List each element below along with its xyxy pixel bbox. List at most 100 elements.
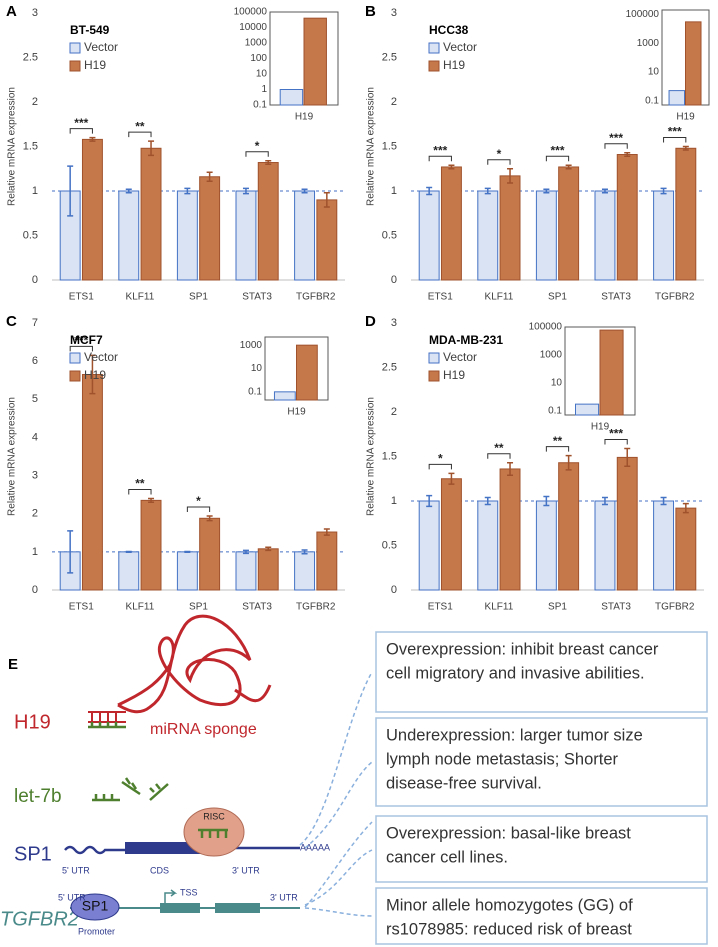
legend-swatch xyxy=(69,370,81,382)
error-bar xyxy=(265,159,272,166)
y-tick-label: 0 xyxy=(391,274,397,286)
info-text: disease-free survival. xyxy=(386,774,542,792)
error-bar xyxy=(125,188,132,194)
error-bar xyxy=(242,187,249,195)
significance-bracket xyxy=(128,488,152,495)
bar xyxy=(535,500,557,591)
info-text: Minor allele homozygotes (GG) of xyxy=(386,896,633,914)
error-bar xyxy=(301,188,308,194)
inset-x-label: H19 xyxy=(287,407,306,418)
significance-bracket xyxy=(663,137,687,143)
inset-tick-label: 10000 xyxy=(239,22,267,33)
bar xyxy=(675,507,697,591)
tss-arrow xyxy=(164,889,178,903)
error-bar xyxy=(565,454,572,471)
y-tick-label: 2.5 xyxy=(382,51,397,63)
y-tick-label: 0 xyxy=(32,584,38,596)
y-tick-label: 2.5 xyxy=(23,51,38,63)
x-tick-label: STAT3 xyxy=(242,602,272,613)
inset-bar xyxy=(303,17,327,106)
significance-bracket xyxy=(487,159,511,165)
y-tick-label: 1.5 xyxy=(382,140,397,152)
bar xyxy=(499,175,521,281)
y-tick-label: 1 xyxy=(32,185,38,197)
significance-label: *** xyxy=(609,427,623,441)
significance-bracket xyxy=(186,506,211,513)
y-tick-label: 4 xyxy=(32,431,38,443)
inset-tick-label: 0.1 xyxy=(248,386,262,397)
y-tick-label: 0.5 xyxy=(382,539,397,551)
significance-label: * xyxy=(438,452,443,466)
error-bar xyxy=(323,192,330,208)
inset-tick-label: 0.1 xyxy=(645,95,659,106)
x-tick-label: SP1 xyxy=(548,292,567,303)
info-text: Overexpression: basal-like breast xyxy=(386,824,631,842)
legend-swatch xyxy=(428,370,440,382)
exon xyxy=(160,903,200,913)
y-tick-label: 0 xyxy=(391,584,397,596)
y-axis-label: Relative mRNA expression xyxy=(7,397,18,516)
error-bar xyxy=(484,496,491,506)
error-bar xyxy=(484,187,491,195)
bar xyxy=(616,456,638,591)
label: CDS xyxy=(150,865,169,875)
significance-bracket xyxy=(428,155,452,162)
error-bar xyxy=(67,530,74,574)
inset-x-label: H19 xyxy=(295,112,314,123)
legend-label: Vector xyxy=(84,350,118,364)
info-text: rs1078985: reduced risk of breast xyxy=(386,920,632,938)
label: Promoter xyxy=(78,926,115,936)
error-bar xyxy=(184,187,191,195)
label: miRNA sponge xyxy=(150,721,257,738)
significance-label: ** xyxy=(494,441,504,455)
y-tick-label: 1.5 xyxy=(23,140,38,152)
y-tick-label: 3 xyxy=(391,317,397,329)
x-tick-label: TGFBR2 xyxy=(655,292,695,303)
error-bar xyxy=(601,188,608,194)
error-bar xyxy=(265,546,272,552)
y-tick-label: 5 xyxy=(32,393,38,405)
x-tick-label: TGFBR2 xyxy=(296,292,336,303)
x-tick-label: KLF11 xyxy=(485,292,514,303)
significance-label: *** xyxy=(668,125,682,139)
error-bar xyxy=(301,549,308,555)
risc xyxy=(183,807,245,857)
chart-title: BT-549 xyxy=(70,23,110,37)
bar xyxy=(418,190,440,281)
y-tick-label: 6 xyxy=(32,355,38,367)
x-tick-label: ETS1 xyxy=(428,602,453,613)
bar xyxy=(140,499,162,591)
y-tick-label: 0.5 xyxy=(382,229,397,241)
mirna xyxy=(198,828,228,838)
label: 3' UTR xyxy=(270,892,298,902)
chart-title: HCC38 xyxy=(429,23,469,37)
x-tick-label: ETS1 xyxy=(69,602,94,613)
y-tick-label: 2.5 xyxy=(382,361,397,373)
error-bar xyxy=(682,145,689,151)
significance-bracket xyxy=(487,453,511,459)
panel-label: D xyxy=(365,313,376,330)
y-axis-label: Relative mRNA expression xyxy=(366,397,377,516)
inset-tick-label: 100000 xyxy=(234,7,268,18)
inset-tick-label: 1000 xyxy=(540,350,563,361)
info-text: cancer. xyxy=(386,944,439,947)
error-bar xyxy=(507,461,514,476)
error-bar xyxy=(624,447,631,468)
significance-bracket xyxy=(545,446,570,452)
sponge-site xyxy=(88,711,126,723)
info-box xyxy=(375,631,708,713)
inset-tick-label: 100 xyxy=(250,53,267,64)
significance-label: *** xyxy=(550,143,564,157)
rna-loop xyxy=(117,614,272,714)
error-bar xyxy=(206,171,213,182)
y-tick-label: 3 xyxy=(32,7,38,19)
x-tick-label: SP1 xyxy=(189,292,208,303)
significance-bracket xyxy=(69,128,93,134)
error-bar xyxy=(67,165,74,217)
y-tick-label: 2 xyxy=(32,508,38,520)
y-tick-label: 7 xyxy=(32,317,38,329)
label: SP1 xyxy=(14,843,52,865)
bar xyxy=(535,190,557,281)
error-bar xyxy=(507,168,514,184)
sp1-protein xyxy=(70,893,120,921)
